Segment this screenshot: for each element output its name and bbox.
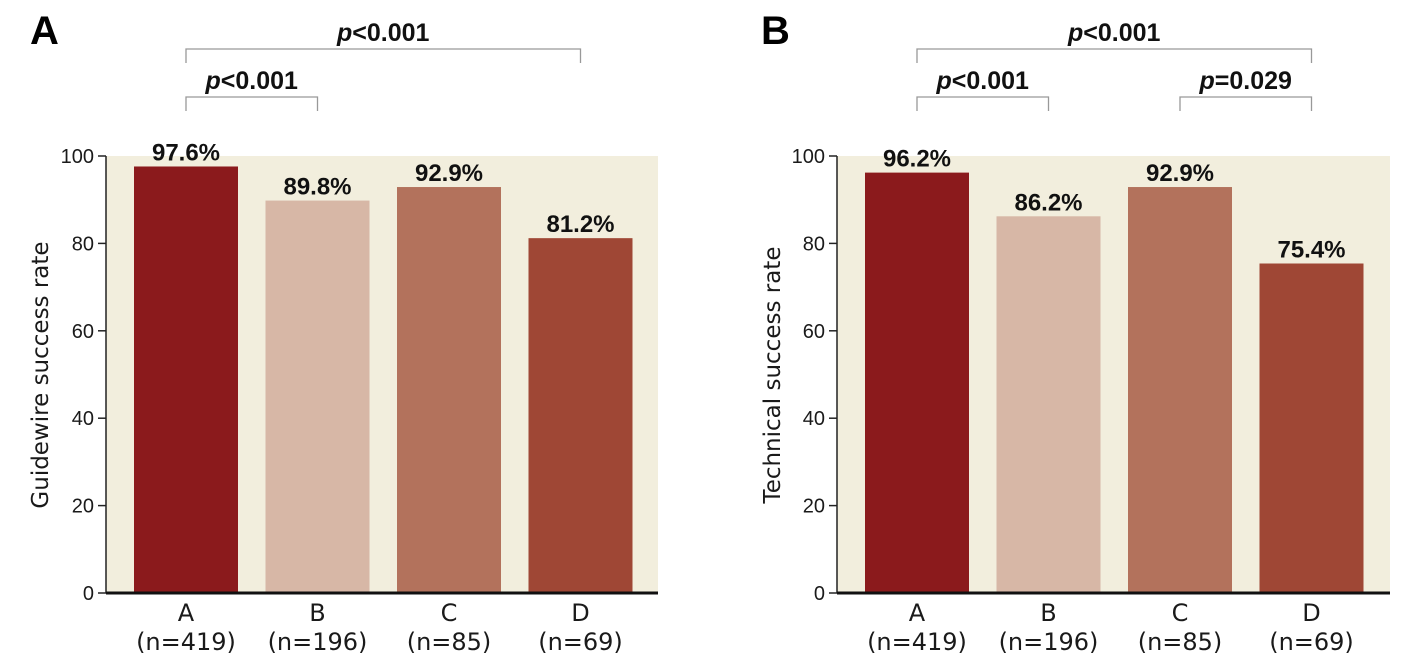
x-tick-label: C	[1172, 599, 1189, 627]
significance-bracket	[185, 96, 319, 111]
y-tick-label: 100	[792, 146, 825, 168]
y-tick-label: 100	[61, 146, 94, 168]
significance-label: p<0.001	[205, 67, 299, 95]
y-tick-label: 80	[803, 233, 825, 255]
value-label: 97.6%	[152, 139, 220, 166]
significance-label: p<0.001	[1067, 19, 1161, 47]
significance-bracket	[185, 48, 582, 63]
value-label: 92.9%	[415, 160, 483, 187]
x-tick-label: B	[309, 599, 325, 627]
p-value: <0.001	[352, 19, 429, 47]
significance-label: p<0.001	[936, 67, 1030, 95]
y-tick-label: 20	[72, 496, 94, 518]
x-tick-label: D	[1302, 599, 1320, 627]
bar-d	[528, 238, 633, 593]
bar-a	[865, 172, 969, 593]
value-label: 92.9%	[1146, 160, 1214, 187]
p-value: <0.001	[221, 67, 298, 95]
y-tick-label: 20	[803, 496, 825, 518]
bar-c	[397, 187, 501, 594]
y-tick-label: 60	[803, 321, 825, 343]
x-tick-label: A	[178, 599, 195, 627]
significance-bracket	[916, 48, 1313, 63]
p-value: =0.029	[1215, 67, 1292, 95]
panel-letter: A	[30, 9, 59, 53]
p-symbol: p	[1199, 67, 1215, 95]
p-symbol: p	[336, 19, 352, 47]
x-tick-n-label: (n=419)	[867, 628, 967, 656]
panel-b: B Technical success rate 0 20 40 60 80 100 96.…	[760, 9, 1390, 656]
p-symbol: p	[936, 67, 952, 95]
x-tick-label: B	[1040, 599, 1056, 627]
significance-label: p=0.029	[1199, 67, 1292, 95]
y-axis-title: Technical success rate	[760, 247, 786, 505]
value-label: 96.2%	[883, 146, 951, 173]
x-tick-n-label: (n=196)	[999, 628, 1099, 656]
x-tick-label: A	[909, 599, 926, 627]
p-symbol: p	[1067, 19, 1083, 47]
x-tick-n-label: (n=196)	[268, 628, 368, 656]
y-tick-label: 40	[803, 408, 825, 430]
x-tick-label: D	[571, 599, 589, 627]
p-value: <0.001	[1083, 19, 1160, 47]
panel-letter: B	[761, 9, 790, 53]
y-tick-label: 0	[83, 583, 94, 605]
x-tick-n-label: (n=419)	[136, 628, 236, 656]
p-value: <0.001	[952, 67, 1029, 95]
value-label: 75.4%	[1277, 237, 1345, 264]
bar-a	[134, 166, 238, 593]
y-tick-label: 0	[814, 583, 825, 605]
x-tick-n-label: (n=85)	[1138, 628, 1223, 656]
significance-bracket	[916, 96, 1050, 111]
y-tick-label: 40	[72, 408, 94, 430]
y-axis-title: Guidewire success rate	[28, 241, 54, 508]
bar-d	[1259, 263, 1364, 593]
bar-b	[996, 216, 1101, 593]
x-tick-n-label: (n=69)	[1269, 628, 1354, 656]
value-label: 86.2%	[1014, 189, 1082, 216]
x-tick-label: C	[441, 599, 458, 627]
y-tick-label: 80	[72, 233, 94, 255]
y-tick-label: 60	[72, 321, 94, 343]
bar-c	[1128, 187, 1232, 594]
significance-bracket	[1179, 96, 1313, 111]
panel-a: A Guidewire success rate 0 20 40 60 80 100 97.…	[28, 9, 658, 656]
x-tick-n-label: (n=69)	[538, 628, 623, 656]
p-symbol: p	[205, 67, 221, 95]
value-label: 89.8%	[283, 174, 351, 201]
value-label: 81.2%	[546, 211, 614, 238]
x-tick-n-label: (n=85)	[407, 628, 492, 656]
bar-b	[265, 200, 370, 593]
significance-label: p<0.001	[336, 19, 430, 47]
